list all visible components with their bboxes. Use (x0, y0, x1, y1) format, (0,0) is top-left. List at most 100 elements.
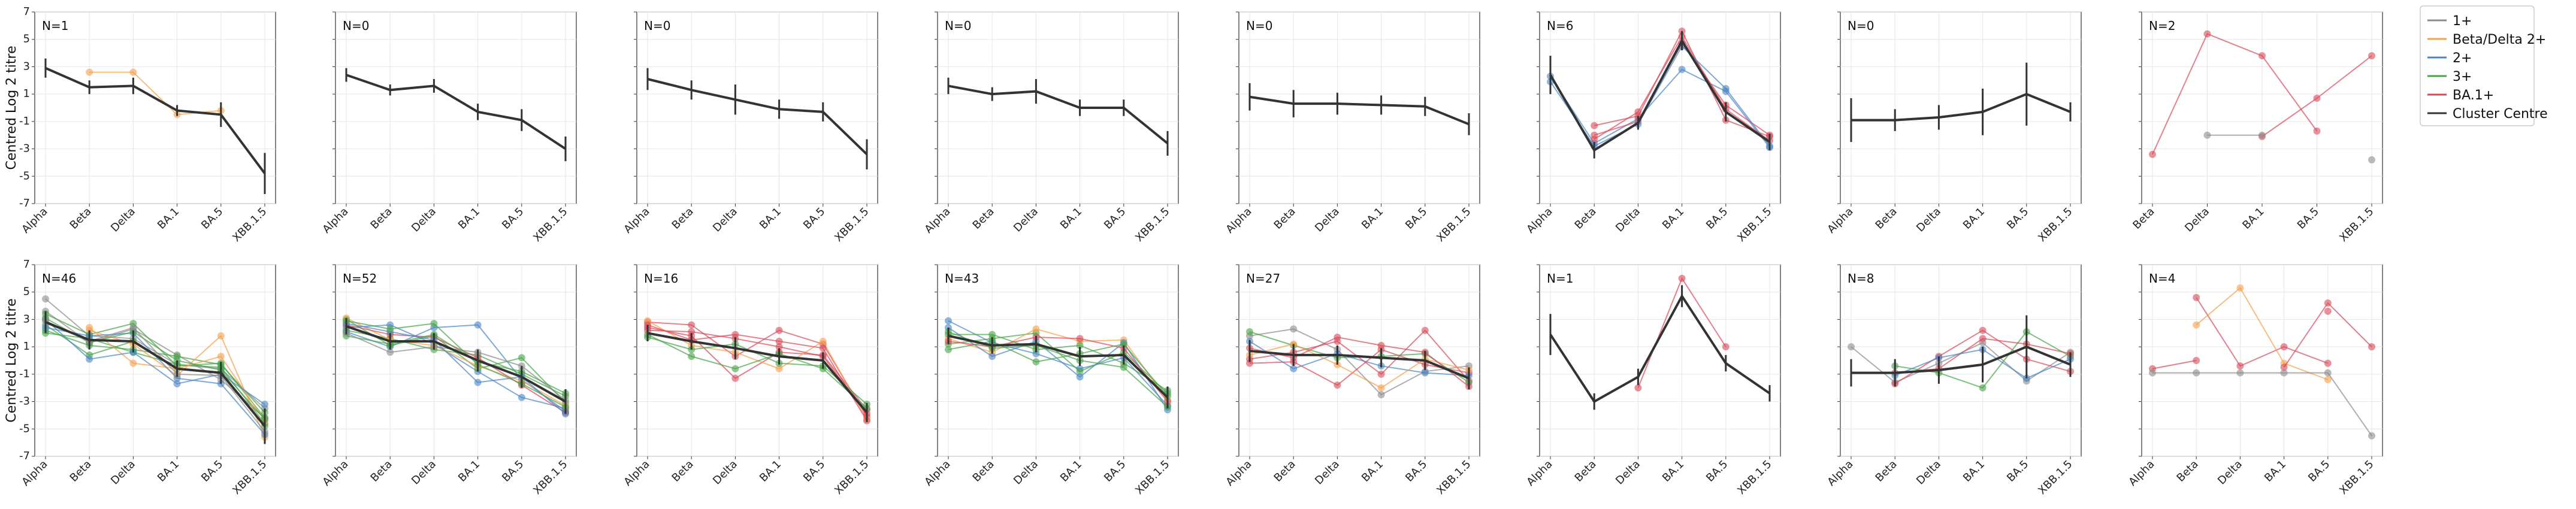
x-tick-label: XBB.1.5 (2337, 205, 2376, 244)
x-tick-label: Beta (1873, 458, 1900, 484)
trace-point (474, 378, 482, 386)
panel-12: Alpha Beta Delta BA.1 BA.5 XBB.1.5 N=43 (922, 264, 1179, 497)
x-tick-label: XBB.1.5 (1434, 205, 1473, 244)
trace-point (86, 355, 93, 363)
trace-line (346, 329, 566, 397)
trace-line (2152, 372, 2372, 437)
x-tick-label: Delta (1313, 458, 1342, 487)
x-tick-label: BA.1 (1660, 205, 1686, 232)
y-tick-label: 3 (23, 313, 30, 325)
x-tick-label: Delta (1914, 458, 1943, 487)
trace-line (1550, 68, 1770, 148)
n-count-label: N=0 (343, 19, 369, 33)
x-tick-label: XBB.1.5 (230, 458, 269, 497)
x-tick-label: Beta (670, 458, 696, 484)
x-tick-label: Alpha (1825, 205, 1855, 236)
trace-point (1120, 363, 1127, 371)
y-axis-label: Centred Log 2 titre (4, 298, 19, 422)
panel-5: Alpha Beta Delta BA.1 BA.5 XBB.1.5 N=0 (1223, 11, 1480, 244)
trace-point (2368, 343, 2375, 351)
cluster-centre-line (1549, 38, 1771, 152)
trace-point (1076, 373, 1084, 381)
y-tick-label: -5 (19, 422, 30, 435)
n-count-label: N=2 (2149, 19, 2175, 33)
trace-point (129, 68, 137, 76)
trace-point (2149, 150, 2156, 158)
panel-frame (1238, 11, 1480, 204)
trace-point (173, 380, 181, 387)
trace-point (1334, 334, 1341, 341)
n-count-label: N=43 (945, 271, 979, 286)
panel-13: Alpha Beta Delta BA.1 BA.5 XBB.1.5 N=27 (1223, 264, 1480, 497)
panel-4: Alpha Beta Delta BA.1 BA.5 XBB.1.5 N=0 (922, 11, 1179, 244)
x-tick-label: XBB.1.5 (531, 458, 570, 497)
trace-point (1848, 343, 1855, 351)
x-tick-label: BA.5 (199, 458, 225, 484)
cluster-centre-line (1249, 95, 1470, 126)
trace-point (1591, 131, 1598, 139)
trace-point (1032, 358, 1040, 366)
panel-7: Alpha Beta Delta BA.1 BA.5 XBB.1.5 N=0 (1825, 11, 2082, 244)
x-tick-label: BA.5 (1704, 458, 1730, 484)
panel-16: Alpha Beta Delta BA.1 BA.5 XBB.1.5 N=4 (2126, 264, 2383, 497)
x-tick-label: Alpha (922, 205, 953, 236)
x-tick-label: XBB.1.5 (1735, 458, 1774, 497)
trace-line (647, 337, 867, 405)
n-count-label: N=0 (1848, 19, 1874, 33)
trace-line (1249, 343, 1470, 389)
x-tick-label: Delta (409, 205, 439, 235)
trace-point (518, 393, 525, 401)
trace-line (647, 324, 867, 422)
trace-point (688, 321, 696, 329)
x-tick-label: XBB.1.5 (2036, 205, 2075, 244)
n-count-label: N=1 (42, 19, 68, 33)
y-tick-label: -7 (19, 450, 30, 462)
trace-point (2280, 369, 2288, 377)
panel-frame (34, 11, 276, 204)
x-tick-label: Delta (1613, 205, 1643, 235)
trace-point (2149, 369, 2156, 377)
trace-point (2203, 131, 2211, 139)
x-tick-label: BA.5 (1704, 205, 1730, 232)
x-tick-label: Delta (2215, 458, 2245, 487)
x-tick-label: Beta (68, 458, 94, 484)
trace-point (2236, 284, 2244, 292)
x-tick-label: XBB.1.5 (1133, 205, 1172, 244)
n-count-label: N=6 (1547, 19, 1573, 33)
x-tick-label: XBB.1.5 (230, 205, 269, 244)
x-tick-label: BA.5 (801, 205, 827, 232)
x-tick-label: BA.1 (2240, 205, 2266, 232)
trace-point (988, 353, 996, 360)
panel-15: Alpha Beta Delta BA.1 BA.5 XBB.1.5 N=8 (1825, 264, 2082, 497)
trace-point (217, 353, 225, 360)
x-tick-label: Beta (2175, 458, 2201, 484)
x-tick-label: Delta (710, 458, 740, 487)
y-tick-label: 1 (23, 340, 30, 353)
trace-point (731, 365, 739, 372)
x-tick-label: BA.1 (1058, 205, 1084, 232)
n-count-label: N=27 (1246, 271, 1280, 286)
trace-line (948, 328, 1168, 401)
n-count-label: N=16 (644, 271, 678, 286)
x-tick-label: XBB.1.5 (832, 205, 871, 244)
trace-line (948, 331, 1168, 408)
x-tick-label: Alpha (320, 205, 350, 236)
x-tick-label: XBB.1.5 (531, 205, 570, 244)
trace-point (945, 346, 952, 353)
y-tick-label: -3 (19, 395, 30, 408)
x-tick-label: BA.1 (1359, 458, 1386, 484)
x-tick-label: BA.5 (1403, 205, 1429, 232)
x-tick-label: Beta (970, 458, 997, 484)
trace-point (1678, 274, 1686, 282)
x-tick-label: Alpha (621, 205, 652, 236)
panel-frame (2141, 264, 2383, 457)
y-tick-label: 7 (23, 258, 30, 271)
trace-point (386, 325, 394, 333)
trace-line (2152, 33, 2318, 155)
x-tick-label: Alpha (621, 458, 652, 489)
x-tick-label: BA.1 (155, 205, 182, 232)
x-tick-label: BA.1 (757, 458, 784, 484)
trace-point (2193, 357, 2200, 364)
